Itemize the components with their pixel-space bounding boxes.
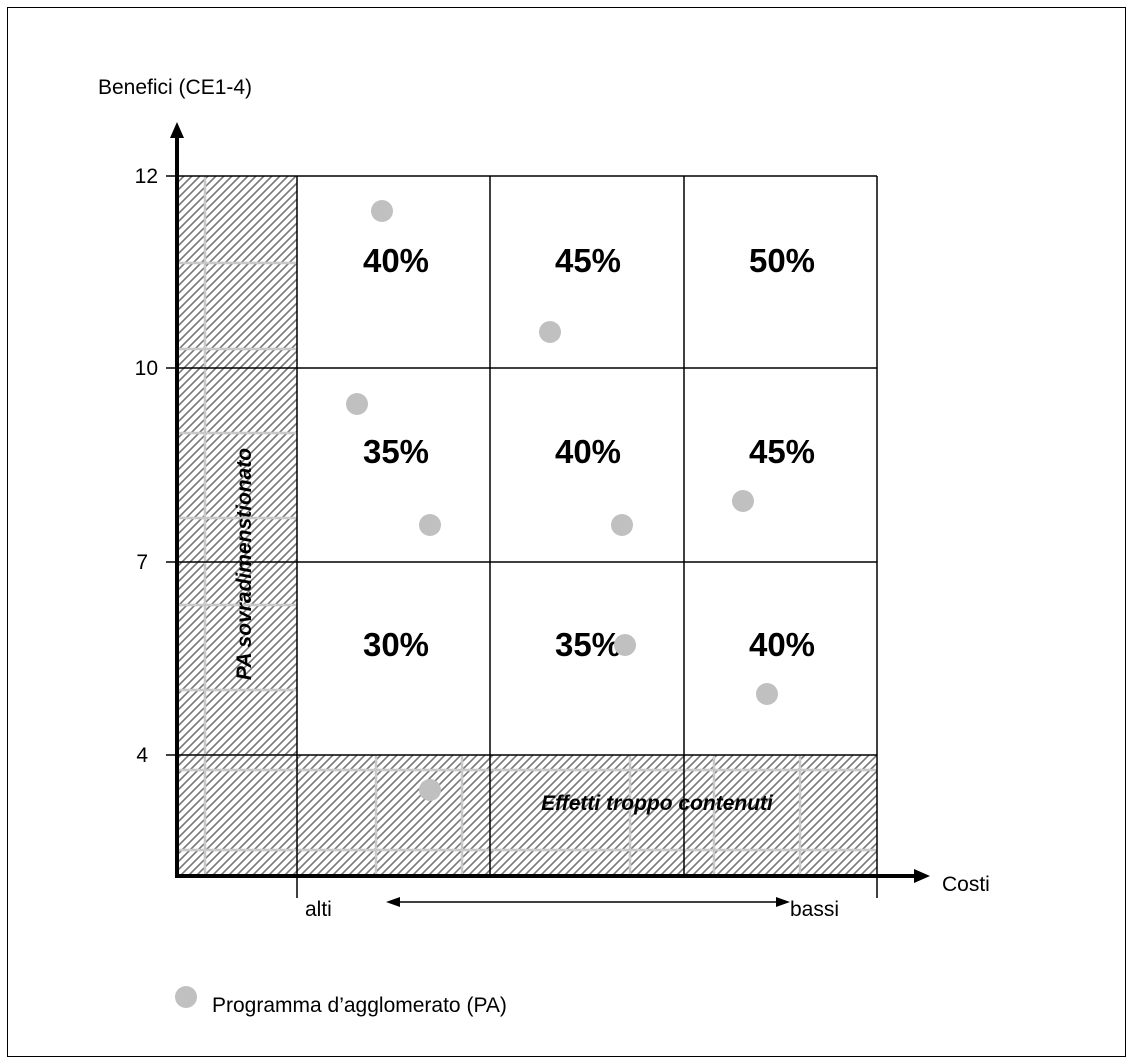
cost-direction-arrow — [386, 897, 790, 907]
y-tick-label: 7 — [136, 551, 148, 574]
cell-percentage: 45% — [555, 242, 621, 279]
y-tick-label: 12 — [135, 165, 158, 188]
cell-percentage: 40% — [749, 626, 815, 663]
pa-point — [419, 779, 441, 801]
legend-label: Programma d’agglomerato (PA) — [212, 994, 507, 1017]
zone-label-low-effects: Effetti troppo contenuti — [541, 792, 774, 815]
y-tick-label: 4 — [136, 744, 148, 767]
legend: Programma d’agglomerato (PA) — [175, 986, 507, 1017]
pa-point — [346, 393, 368, 415]
y-axis-label: Benefici (CE1-4) — [98, 76, 252, 99]
matrix-grid — [177, 175, 878, 898]
cell-percentage: 35% — [363, 433, 429, 470]
cell-percentage: 30% — [363, 626, 429, 663]
hatched-zone-bottom — [297, 755, 877, 874]
y-tick-label: 10 — [135, 357, 158, 380]
legend-marker-icon — [175, 986, 197, 1008]
cell-percentage: 50% — [749, 242, 815, 279]
pa-points — [346, 200, 778, 801]
hatch-grid-lines — [177, 176, 877, 874]
pa-point — [614, 634, 636, 656]
x-axis-label: Costi — [942, 873, 990, 896]
hatched-zone-left — [177, 176, 297, 874]
y-axis — [170, 122, 184, 876]
cell-percentage: 45% — [749, 433, 815, 470]
zone-label-oversized: PA sovradimenstionato — [233, 448, 256, 680]
pa-point — [611, 514, 633, 536]
cell-percentage: 40% — [555, 433, 621, 470]
x-high-label: bassi — [790, 898, 839, 921]
x-low-label: alti — [305, 898, 332, 921]
x-axis — [175, 869, 930, 883]
y-tick-marks — [166, 175, 177, 756]
pa-point — [756, 683, 778, 705]
cell-percentage: 40% — [363, 242, 429, 279]
pa-point — [419, 514, 441, 536]
pa-point — [371, 200, 393, 222]
pa-point — [732, 490, 754, 512]
cell-percentage: 35% — [555, 626, 621, 663]
pa-point — [539, 321, 561, 343]
